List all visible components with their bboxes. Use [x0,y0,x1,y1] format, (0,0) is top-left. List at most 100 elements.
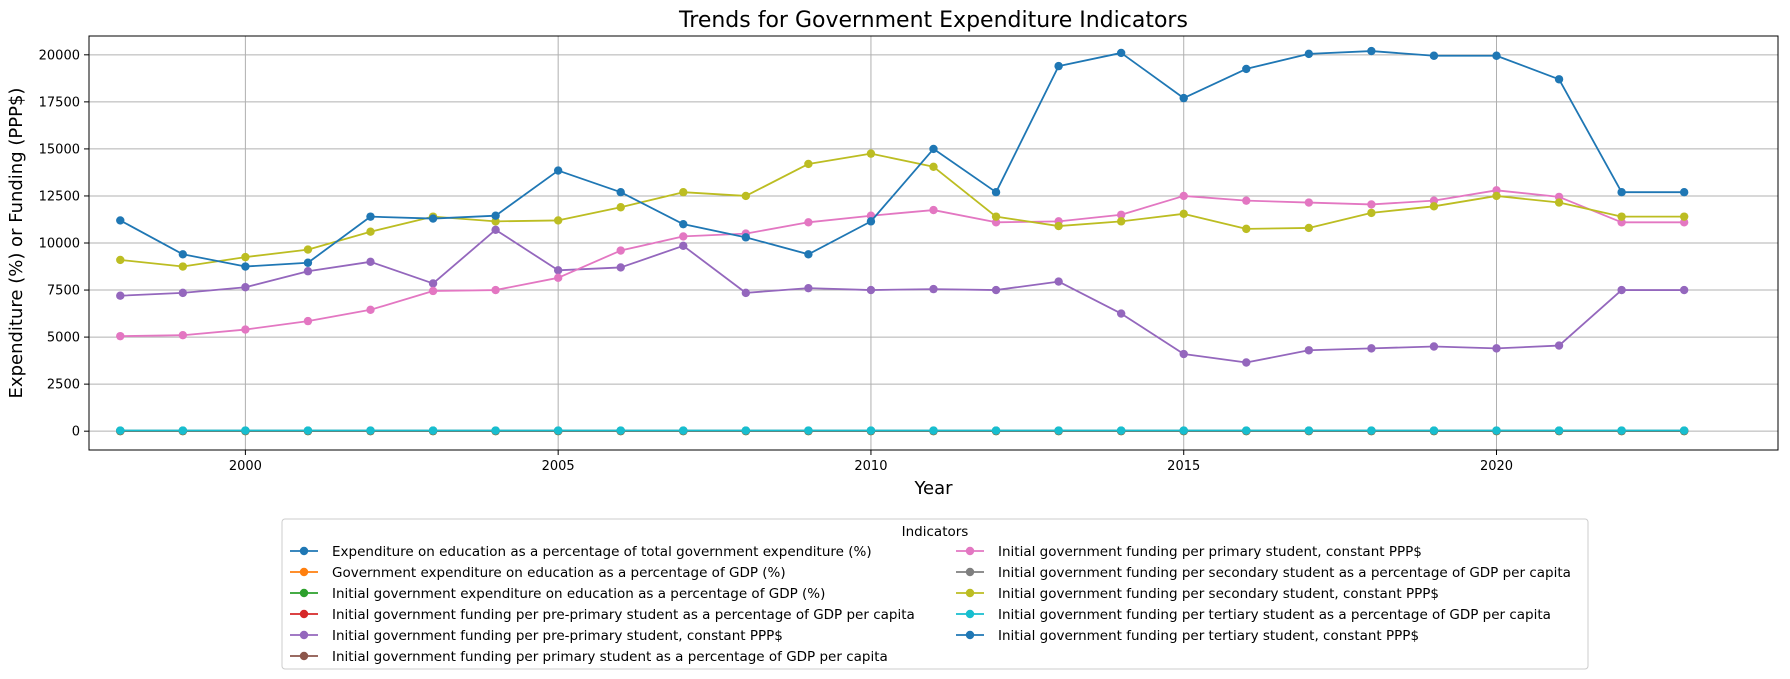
legend-item: Initial government funding per primary s… [956,544,1422,560]
data-point [1429,342,1439,351]
data-point [1304,49,1314,59]
data-point [553,166,563,175]
data-point [1554,341,1564,350]
data-point [178,288,188,298]
data-point [1429,51,1439,60]
series-group [116,46,1689,436]
legend-frame [281,518,1589,670]
data-point [428,279,438,288]
data-point [616,426,625,435]
legend-swatch-marker [965,567,975,577]
legend-swatch-marker [299,630,309,640]
data-point [366,426,375,435]
data-point [1679,187,1689,197]
data-point [866,426,876,435]
data-point [303,426,313,435]
data-point [1054,277,1063,286]
x-tick-label: 2000 [229,459,262,474]
data-point [991,285,1001,295]
data-point [741,233,751,242]
data-point [553,216,563,225]
axis-ticks: 2000 2005 2010 2015 2020 0 2500 5000 7500 10000 12… [39,48,1513,474]
x-tick-label: 2020 [1480,459,1513,474]
y-tick-label: 12500 [39,189,80,204]
data-point [929,162,938,171]
data-point [1242,224,1251,234]
data-point [679,426,688,435]
legend-swatch-marker [299,609,309,619]
legend-swatch-marker [299,651,309,661]
legend-label: Initial government funding per primary s… [332,649,888,665]
series-line [120,152,1685,268]
data-point [679,232,688,241]
data-point [1367,344,1376,353]
data-point [1054,61,1063,71]
legend-swatch-marker [965,546,975,556]
data-point [804,283,813,293]
data-point [804,426,813,435]
series-line [119,50,1685,268]
data-point [428,426,438,435]
data-point [1492,426,1501,435]
x-tick-label: 2010 [854,459,887,474]
legend-swatch-marker [965,588,975,598]
data-point [1116,217,1126,226]
x-tick-label: 2015 [1167,459,1200,474]
data-point [1304,346,1314,355]
data-point [116,216,125,225]
legend-label: Initial government expenditure on educat… [332,586,825,602]
y-tick-label: 0 [72,425,80,440]
data-point [616,187,625,197]
legend-label: Initial government funding per primary s… [998,544,1422,560]
data-point [1617,187,1626,197]
data-point [1242,64,1251,74]
data-point [178,250,188,259]
legend-item: Initial government funding per pre-prima… [290,607,915,623]
chart-title: Trends for Government Expenditure Indica… [678,8,1188,33]
data-point [303,316,313,326]
legend-swatch-marker [965,609,975,619]
data-point [679,187,688,197]
data-point [1617,212,1626,221]
data-point [1242,426,1251,435]
data-point [1367,208,1376,218]
data-point [1617,285,1626,295]
data-point [366,305,375,315]
data-point [1242,196,1251,205]
data-point [178,426,188,435]
data-point [1429,426,1439,435]
data-point [241,426,250,435]
data-point [929,205,938,215]
data-point [991,212,1001,221]
data-point [1116,309,1126,318]
data-point [178,262,188,271]
data-point [1367,46,1376,56]
data-point [303,245,313,254]
legend-label: Government expenditure on education as a… [332,565,786,581]
data-point [741,288,751,298]
data-point [1179,209,1188,219]
data-point [1554,75,1564,84]
data-point [1116,426,1126,435]
data-point [616,203,625,212]
legend-label: Expenditure on education as a percentage… [332,544,872,560]
data-point [804,250,813,259]
legend-swatch-marker [299,546,309,556]
data-point [116,255,125,265]
data-point [1492,191,1501,201]
legend-item: Initial government funding per primary s… [290,649,888,665]
series-line [120,228,1685,364]
data-point [929,144,938,154]
data-point [1116,48,1126,58]
data-point [241,283,250,292]
data-point [1179,191,1188,201]
y-tick-label: 10000 [39,237,80,252]
legend-label: Initial government funding per tertiary … [998,607,1551,623]
x-tick-label: 2005 [542,459,575,474]
data-point [491,211,500,220]
data-point [366,227,375,236]
data-point [1179,349,1188,359]
data-point [553,266,563,275]
data-point [428,286,438,296]
data-point [1054,426,1063,435]
